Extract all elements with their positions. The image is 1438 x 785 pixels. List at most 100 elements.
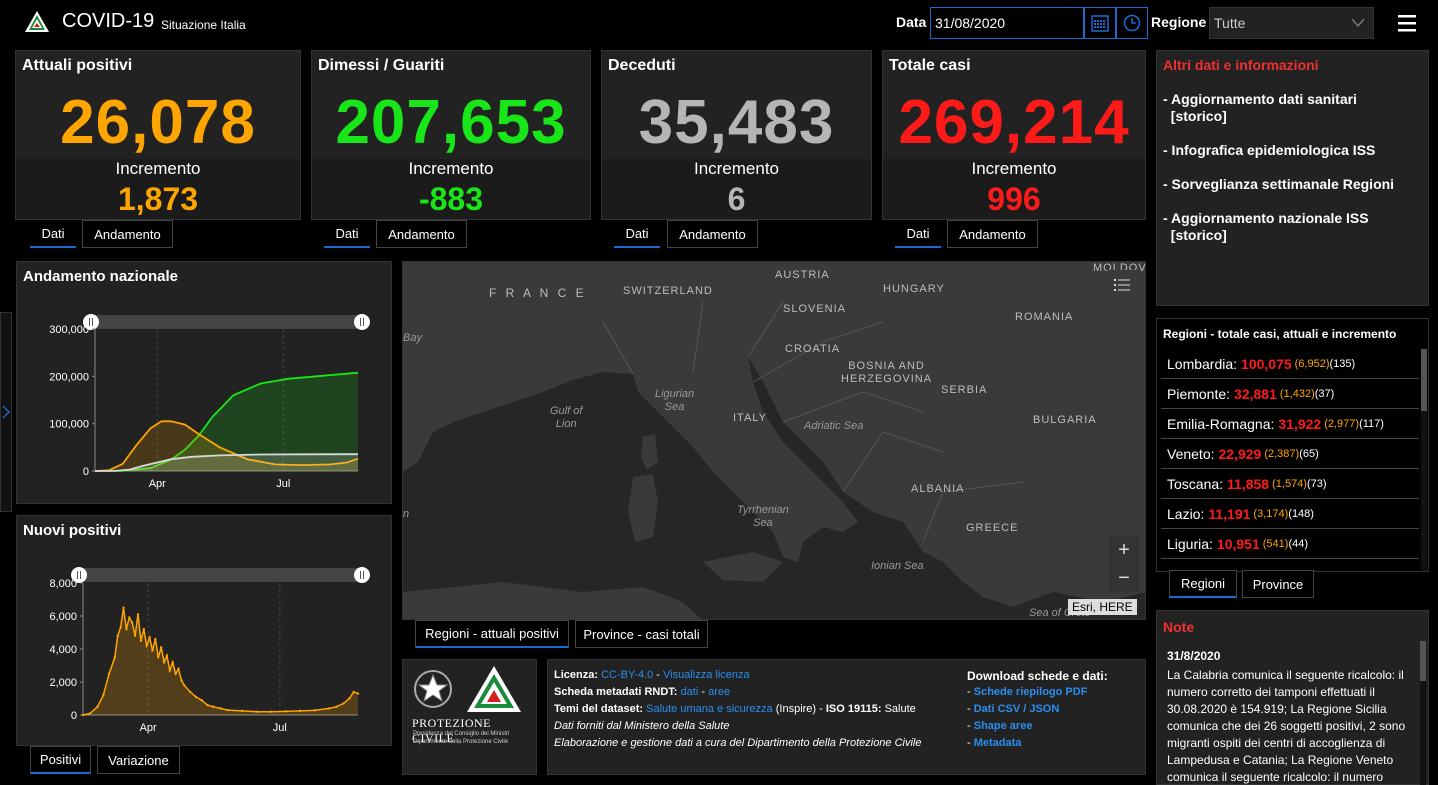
region-row[interactable]: Piemonte: 32,881 (1,432) (37) — [1161, 379, 1419, 409]
map-label-slovenia: SLOVENIA — [783, 303, 847, 315]
date-label: Data — [896, 14, 927, 30]
menu-icon[interactable] — [1392, 8, 1422, 38]
data-point — [241, 709, 244, 713]
x-tick-label: Apr — [149, 478, 166, 490]
series-area — [95, 372, 358, 471]
x-tick-label: Jul — [276, 478, 290, 490]
map-label-italy: ITALY — [733, 412, 767, 424]
region-row[interactable]: Lazio: 11,191 (3,174) (148) — [1161, 499, 1419, 529]
andamento-chart-svg[interactable]: 0 100,000 200,000 300,000 Apr Jul — [17, 262, 391, 503]
download-csv-link[interactable]: Dati CSV / JSON — [973, 703, 1060, 715]
series-area — [95, 454, 358, 471]
protezione-civile-sub1: Presidenza del Consiglio dei Ministri — [413, 731, 510, 737]
download-item[interactable]: - Schede riepilogo PDF — [967, 686, 1088, 698]
chevron-down-icon — [1351, 18, 1365, 28]
kpi-value: 35,483 — [638, 88, 835, 157]
data-point — [177, 667, 180, 670]
tab-dati[interactable]: Dati — [324, 220, 370, 248]
metadata-line: Scheda metadati RNDT: dati - aree — [554, 686, 730, 698]
sep: - — [698, 686, 709, 698]
tab-province[interactable]: Province — [1242, 570, 1314, 598]
info-panel: Altri dati e informazioni - Aggiornament… — [1156, 50, 1429, 306]
data-point — [151, 649, 154, 652]
info-link-infografica[interactable]: - Infografica epidemiologica ISS — [1163, 142, 1376, 158]
info-link-sorveglianza[interactable]: - Sorveglianza settimanale Regioni — [1163, 176, 1395, 192]
download-metadata-link[interactable]: Metadata — [973, 737, 1022, 749]
data-point — [125, 628, 128, 631]
tab-andamento[interactable]: Andamento — [947, 220, 1038, 248]
region-name: Piemonte: — [1167, 385, 1231, 402]
map-label-bosnia: BOSNIA AND HERZEGOVINA — [841, 360, 933, 385]
kpi-increment-value: 996 — [987, 181, 1041, 217]
calendar-button[interactable] — [1084, 7, 1116, 39]
nuovi-positivi-chart-svg[interactable]: 0 2,000 4,000 6,000 8,000 Apr Jul — [17, 516, 391, 745]
tab-variazione[interactable]: Variazione — [97, 746, 180, 774]
range-slider-handle — [354, 314, 370, 330]
theme-link[interactable]: Salute umana e sicurezza — [646, 703, 773, 715]
kpi-increment-value: -883 — [418, 181, 484, 217]
tab-regioni[interactable]: Regioni — [1169, 570, 1237, 598]
region-row[interactable]: Toscana: 11,858 (1,574) (73) — [1161, 469, 1419, 499]
map-view[interactable]: F R A N C E SWITZERLAND AUSTRIA HUNGARY … — [402, 261, 1146, 620]
download-pdf-link[interactable]: Schede riepilogo PDF — [973, 686, 1088, 698]
zoom-in-button[interactable]: + — [1109, 536, 1139, 564]
regions-scrollbar[interactable] — [1421, 349, 1427, 571]
kpi-increment-label: Incremento — [115, 159, 201, 178]
region-select-value: Tutte — [1214, 15, 1246, 31]
tab-province-casi-totali[interactable]: Province - casi totali — [575, 620, 708, 648]
region-row[interactable]: Liguria: 10,951 (541) (44) — [1161, 529, 1419, 559]
info-link-aggiornamento-dati[interactable]: - Aggiornamento dati sanitari [storico] — [1163, 91, 1357, 124]
license-view-link[interactable]: Visualizza licenza — [663, 669, 750, 681]
metadata-label: Scheda metadati RNDT: — [554, 686, 678, 698]
app-subtitle: Situazione Italia — [161, 18, 246, 32]
data-point — [148, 636, 151, 639]
metadata-aree-link[interactable]: aree — [708, 686, 731, 698]
tab-dati[interactable]: Dati — [895, 220, 941, 248]
protezione-civile-emblem-icon — [467, 666, 521, 712]
tab-andamento[interactable]: Andamento — [376, 220, 467, 248]
legend-button[interactable] — [1107, 270, 1137, 300]
download-item[interactable]: - Dati CSV / JSON — [967, 703, 1060, 715]
map-label-albania: ALBANIA — [911, 483, 965, 495]
region-row[interactable]: Emilia-Romagna: 31,922 (2,977) (117) — [1161, 409, 1419, 439]
side-expand-button[interactable] — [0, 312, 12, 512]
region-total: 31,922 — [1278, 415, 1322, 432]
data-point — [284, 710, 287, 713]
download-item[interactable]: - Metadata — [967, 737, 1022, 749]
region-row[interactable]: Lombardia: 100,075 (6,952) (135) — [1161, 349, 1419, 379]
tab-andamento[interactable]: Andamento — [82, 220, 173, 248]
data-point — [142, 628, 145, 631]
download-shape-link[interactable]: Shape aree — [973, 720, 1033, 732]
tab-dati[interactable]: Dati — [614, 220, 660, 248]
theme-rest: (Inspire) - — [772, 703, 826, 715]
chart-title: Andamento nazionale — [23, 268, 179, 285]
kpi-dimessi-guariti: Dimessi / Guariti 207,653 Incremento -88… — [311, 50, 591, 220]
kpi-title: Totale casi — [889, 57, 971, 74]
date-input[interactable]: 31/08/2020 — [930, 7, 1084, 39]
info-link-aggiornamento-iss[interactable]: - Aggiornamento nazionale ISS [storico] — [1163, 210, 1369, 243]
zoom-out-button[interactable]: − — [1109, 564, 1139, 592]
range-slider — [79, 568, 362, 582]
note-scrollbar[interactable] — [1420, 641, 1426, 785]
time-button[interactable] — [1116, 7, 1148, 39]
map-label-croatia: CROATIA — [785, 343, 841, 355]
note-title: Note — [1163, 619, 1195, 635]
clock-icon — [1123, 14, 1141, 32]
region-total: 32,881 — [1234, 385, 1277, 402]
tab-andamento[interactable]: Andamento — [667, 220, 758, 248]
data-point — [269, 710, 273, 713]
license-cc-link[interactable]: CC-BY-4.0 — [601, 669, 654, 681]
tab-regioni-attuali-positivi[interactable]: Regioni - attuali positivi — [415, 620, 569, 648]
minus-icon: − — [1118, 567, 1130, 589]
region-select[interactable]: Tutte — [1209, 7, 1374, 39]
chart-nuovi-positivi: Nuovi positivi 0 2,000 4,000 6,000 8,000 Apr J… — [16, 515, 392, 746]
download-item[interactable]: - Shape aree — [967, 720, 1033, 732]
region-row[interactable]: Veneto: 22,929 (2,387) (65) — [1161, 439, 1419, 469]
metadata-dati-link[interactable]: dati — [680, 686, 699, 698]
kpi-increment-label: Incremento — [971, 159, 1057, 178]
data-processing-line: Elaborazione e gestione dati a cura del … — [554, 737, 922, 749]
tab-dati[interactable]: Dati — [30, 220, 76, 248]
kpi-increment-value: 6 — [727, 181, 746, 217]
tab-positivi[interactable]: Positivi — [30, 746, 91, 774]
region-name: Lazio: — [1167, 505, 1205, 522]
